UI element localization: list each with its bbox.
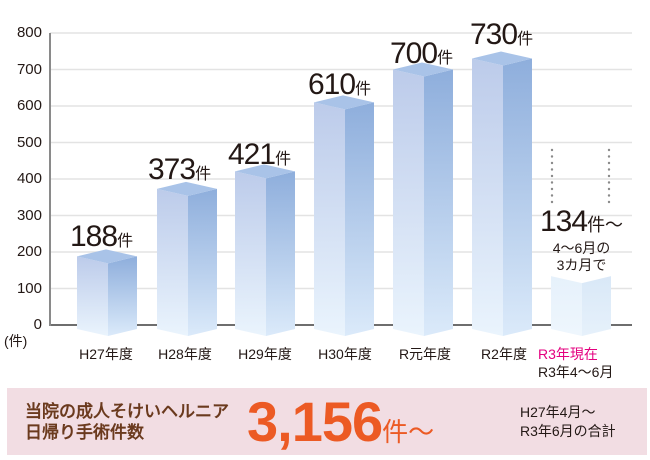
summary-period-note: H27年4月〜 R3年6月の合計 — [520, 403, 616, 441]
y-tick-200: 200 — [16, 243, 42, 260]
y-tick-300: 300 — [16, 207, 42, 224]
x-label-r3: R3年現在 R3年4〜6月 — [538, 345, 648, 381]
x-label-r3-period: R3年4〜6月 — [538, 364, 614, 380]
bar-side — [582, 276, 611, 336]
bar-front — [314, 102, 345, 336]
summary-total: 3,156件〜 — [247, 388, 434, 455]
value-label-r3: 134件〜 4〜6月の 3カ月で — [540, 205, 624, 274]
summary-banner: 当院の成人そけいヘルニア 日帰り手術件数 3,156件〜 H27年4月〜 R3年… — [7, 388, 647, 455]
summary-title-line1: 当院の成人そけいヘルニア — [25, 402, 229, 421]
bar-side — [503, 58, 532, 337]
r3-note-line1: 4〜6月の — [552, 240, 611, 256]
bars — [77, 51, 611, 337]
dotted-continuation-lines — [550, 148, 611, 204]
bar-front — [551, 276, 582, 336]
bar-side — [345, 102, 374, 336]
y-axis-unit: (件) — [4, 333, 28, 349]
r3-note-line2: 3カ月で — [556, 257, 607, 273]
bar-chart: 0 100 200 300 400 500 600 700 800 (件) 18… — [4, 18, 648, 381]
bar-front — [77, 256, 108, 336]
y-tick-500: 500 — [16, 134, 42, 151]
bar-side — [188, 188, 217, 336]
bar-side — [424, 69, 453, 336]
y-tick-600: 600 — [16, 97, 42, 114]
bar-front — [235, 171, 266, 336]
y-tick-700: 700 — [16, 61, 42, 78]
x-label-r1: R元年度 — [398, 346, 452, 362]
value-label-h29: 421件 — [228, 138, 292, 171]
value-label-h27: 188件 — [70, 220, 134, 253]
x-label-r2: R2年度 — [481, 346, 527, 362]
summary-title: 当院の成人そけいヘルニア 日帰り手術件数 — [25, 401, 229, 443]
chart-canvas — [49, 32, 632, 337]
x-label-h30: H30年度 — [318, 346, 372, 362]
x-label-h27: H27年度 — [79, 346, 133, 362]
summary-note-line1: H27年4月〜 — [520, 404, 596, 420]
x-label-r3-current: R3年現在 — [538, 346, 598, 362]
summary-title-line2: 日帰り手術件数 — [25, 423, 144, 442]
x-label-h28: H28年度 — [158, 346, 212, 362]
bar-front — [393, 69, 424, 336]
bar-front — [472, 58, 503, 337]
value-label-r2: 730件 — [470, 18, 534, 51]
summary-total-unit: 件〜 — [382, 417, 435, 447]
bar-side — [108, 256, 137, 336]
y-tick-800: 800 — [16, 24, 42, 41]
bar-front — [157, 188, 188, 336]
value-label-h28: 373件 — [148, 153, 212, 186]
summary-total-number: 3,156 — [247, 390, 383, 453]
y-tick-0: 0 — [33, 316, 42, 333]
x-label-h29: H29年度 — [238, 346, 292, 362]
value-label-r1: 700件 — [390, 37, 454, 70]
summary-note-line2: R3年6月の合計 — [520, 423, 616, 439]
y-tick-100: 100 — [16, 280, 42, 297]
y-tick-400: 400 — [16, 170, 42, 187]
value-label-h30: 610件 — [308, 68, 372, 101]
bar-side — [266, 171, 295, 336]
